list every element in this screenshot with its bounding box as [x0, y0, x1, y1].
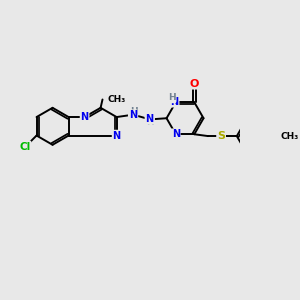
Text: N: N [172, 129, 180, 139]
Text: CH₃: CH₃ [108, 94, 126, 103]
Text: CH₃: CH₃ [281, 132, 299, 141]
Text: Cl: Cl [19, 142, 31, 152]
Text: H: H [130, 107, 137, 116]
Text: S: S [217, 131, 225, 141]
Text: N: N [80, 112, 89, 122]
Text: O: O [190, 79, 199, 89]
Text: N: N [129, 110, 137, 120]
Text: N: N [170, 97, 179, 107]
Text: N: N [112, 130, 121, 140]
Text: N: N [146, 114, 154, 124]
Text: H: H [147, 118, 154, 127]
Text: H: H [168, 94, 175, 103]
